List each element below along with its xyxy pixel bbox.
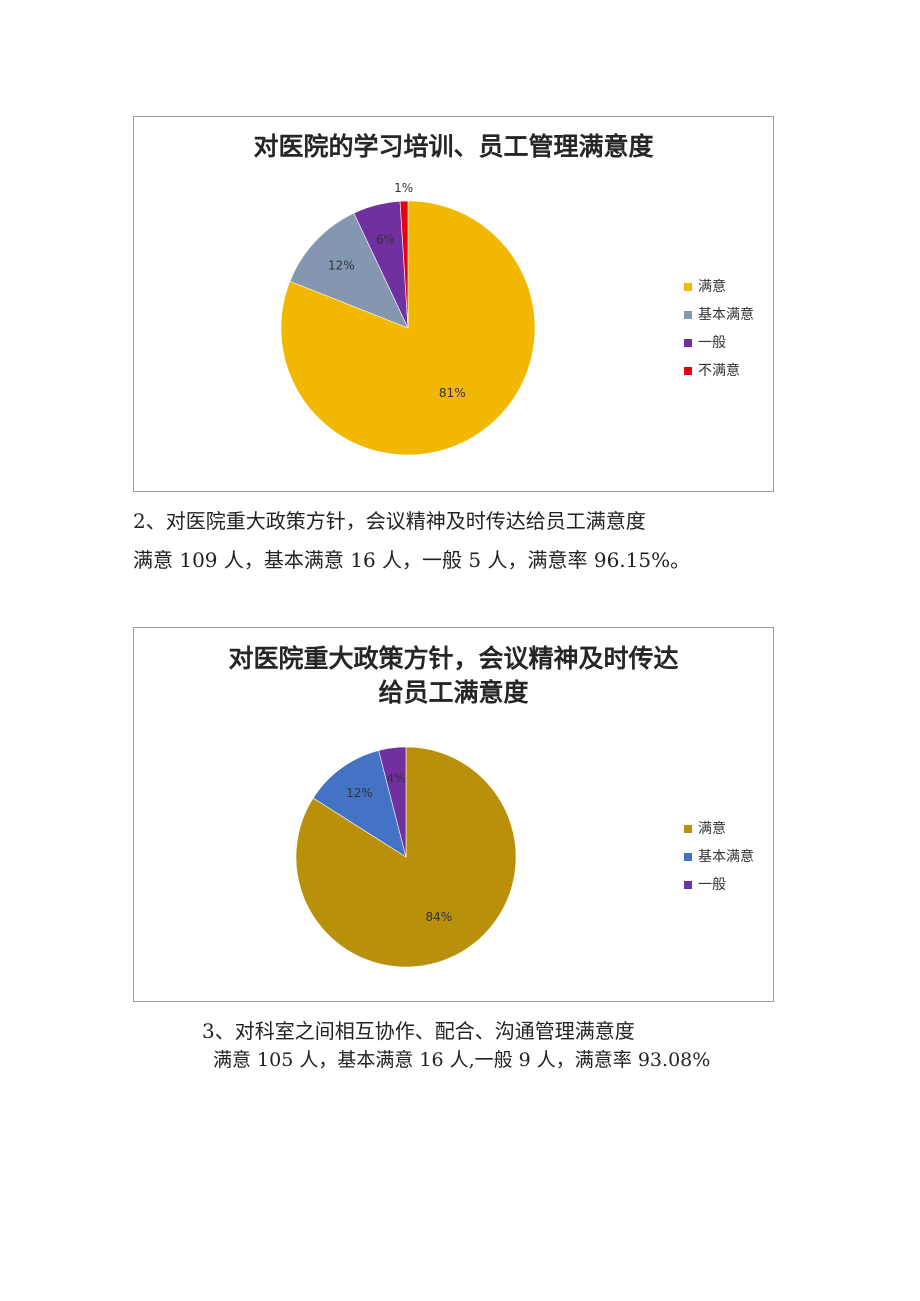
- pie-data-label: 1%: [394, 181, 413, 195]
- pie-slice-3: [378, 746, 407, 858]
- section-summary: 满意 109 人，基本满意 16 人，一般 5 人，满意率 96.15%。: [133, 548, 691, 572]
- chart-title: 对医院重大政策方针，会议精神及时传达 给员工满意度: [134, 642, 773, 710]
- chart-title-line: 对医院重大政策方针，会议精神及时传达: [228, 644, 679, 673]
- legend-label: 满意: [698, 821, 726, 837]
- pie-data-label: 12%: [328, 258, 355, 272]
- pie-data-label: 84%: [426, 910, 453, 924]
- legend-label: 一般: [698, 335, 726, 351]
- legend-label: 基本满意: [698, 307, 754, 323]
- chart-title: 对医院的学习培训、员工管理满意度: [134, 130, 773, 164]
- chart-title-line: 给员工满意度: [378, 678, 529, 707]
- chart-legend: 满意 基本满意 一般: [684, 815, 754, 899]
- pie-slice-2: [312, 750, 407, 858]
- chart-title-line: 对医院的学习培训、员工管理满意度: [253, 132, 654, 161]
- legend-item: 不满意: [684, 357, 754, 385]
- legend-label: 不满意: [698, 363, 740, 379]
- legend-swatch: [684, 311, 692, 319]
- pie-chart: 84% 12% 4%: [295, 746, 517, 968]
- legend-swatch: [684, 283, 692, 291]
- legend-item: 一般: [684, 871, 754, 899]
- pie-data-label: 4%: [387, 771, 406, 785]
- section-heading: 2、对医院重大政策方针，会议精神及时传达给员工满意度: [133, 509, 646, 533]
- pie-slice-4: [399, 200, 409, 329]
- chart-legend: 满意基本满意一般不满意: [684, 273, 754, 385]
- section-summary: 满意 105 人，基本满意 16 人,一般 9 人，满意率 93.08%: [213, 1049, 711, 1071]
- pie-slice-2: [289, 212, 409, 329]
- legend-swatch: [684, 367, 692, 375]
- pie-data-label: 6%: [376, 232, 395, 246]
- chart-policy-communication-satisfaction: 对医院重大政策方针，会议精神及时传达 给员工满意度 84% 12% 4% 满意基本满…: [133, 627, 774, 1002]
- legend-label: 一般: [698, 877, 726, 893]
- pie-data-label: 81%: [439, 386, 466, 400]
- pie-chart: 81% 12% 6% 1%: [280, 181, 536, 456]
- legend-swatch: [684, 825, 692, 833]
- legend-swatch: [684, 881, 692, 889]
- legend-label: 满意: [698, 279, 726, 295]
- legend-item: 基本满意: [684, 843, 754, 871]
- legend-item: 基本满意: [684, 301, 754, 329]
- legend-item: 一般: [684, 329, 754, 357]
- legend-item: 满意: [684, 815, 754, 843]
- section-heading: 3、对科室之间相互协作、配合、沟通管理满意度: [202, 1019, 635, 1043]
- legend-swatch: [684, 339, 692, 347]
- pie-slice-1: [280, 200, 536, 456]
- legend-swatch: [684, 853, 692, 861]
- pie-data-label: 12%: [346, 786, 373, 800]
- legend-label: 基本满意: [698, 849, 754, 865]
- chart-training-satisfaction: 对医院的学习培训、员工管理满意度 81% 12% 6% 1% 满意基本满意一般不满意: [133, 116, 774, 492]
- legend-item: 满意: [684, 273, 754, 301]
